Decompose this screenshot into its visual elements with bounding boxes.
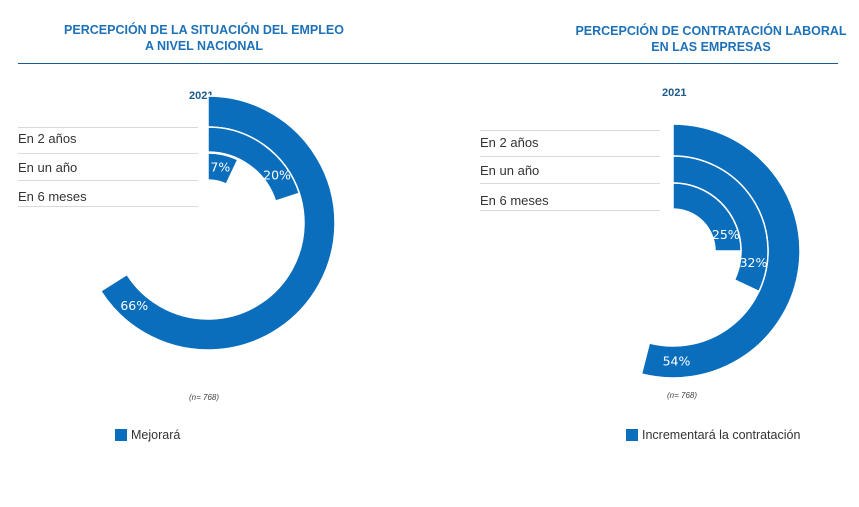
gridline — [18, 206, 198, 207]
gridline — [18, 127, 198, 128]
chart-title-right: PERCEPCIÓN DE CONTRATACIÓN LABORAL EN LA… — [575, 24, 847, 54]
gridline — [18, 180, 198, 181]
gridline — [480, 130, 660, 131]
chart-title-left: PERCEPCIÓN DE LA SITUACIÓN DEL EMPLEO A … — [64, 23, 344, 53]
radial-bar-1 — [99, 95, 336, 351]
data-label: 54% — [663, 353, 691, 368]
sample-size-note-right: (n= 768) — [667, 391, 698, 400]
data-label: 7% — [210, 159, 230, 174]
gridline — [480, 156, 660, 157]
legend-swatch — [115, 429, 127, 441]
radial-bar-3 — [207, 152, 239, 186]
legend-swatch — [626, 429, 638, 441]
gridline — [480, 183, 660, 184]
legend-label: Incrementará la contratación — [642, 428, 801, 442]
category-label: En 6 meses — [18, 189, 87, 204]
category-label: En 2 años — [480, 135, 539, 150]
sample-size-note-left: (n= 768) — [189, 393, 220, 402]
radial-bar-2 — [207, 126, 301, 203]
header-rule — [18, 63, 838, 64]
legend-left: Mejorará — [115, 428, 180, 442]
data-label: 25% — [712, 227, 740, 242]
data-label: 66% — [120, 298, 148, 313]
radial-bar-3 — [672, 182, 742, 252]
legend-label: Mejorará — [131, 428, 181, 442]
gridline — [18, 153, 198, 154]
category-label: En un año — [18, 160, 78, 175]
category-label: En un año — [480, 163, 540, 178]
gridline — [480, 210, 660, 211]
year-label-right: 2021 — [662, 87, 687, 99]
category-label: En 2 años — [18, 131, 77, 146]
legend-right: Incrementará la contratación — [626, 428, 800, 442]
category-label: En 6 meses — [480, 193, 549, 208]
data-label: 32% — [740, 255, 768, 270]
data-label: 20% — [263, 168, 291, 183]
